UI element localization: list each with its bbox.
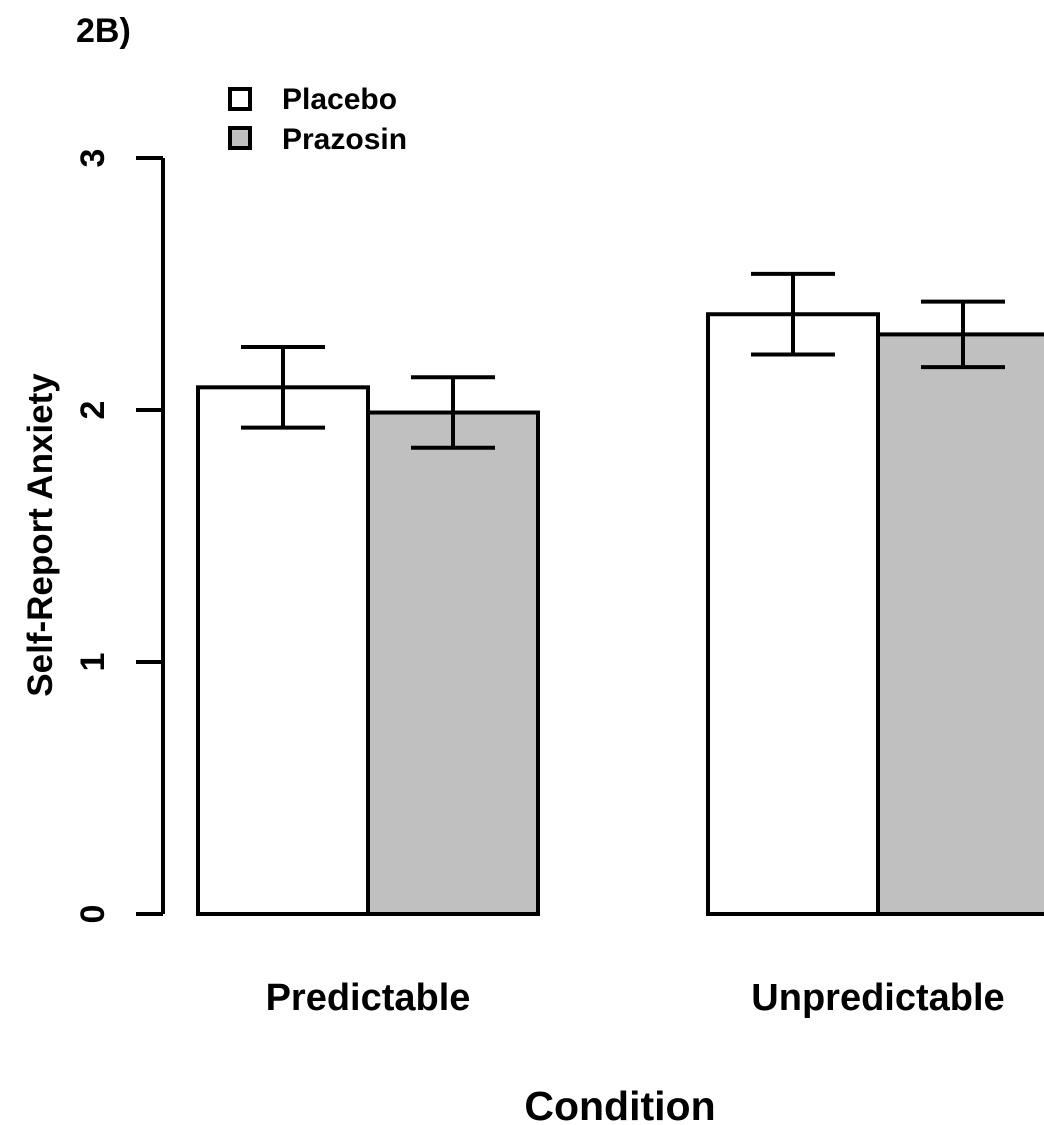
error-bar-placebo-predictable (241, 345, 325, 430)
bar-placebo-predictable (196, 385, 370, 916)
y-tick-label: 1 (74, 653, 112, 672)
legend-swatch-placebo (228, 87, 252, 111)
legend-label-prazosin: Prazosin (282, 123, 407, 156)
panel-label: 2B) (76, 12, 131, 50)
y-tick-label: 3 (74, 149, 112, 168)
y-tick-label: 2 (74, 401, 112, 420)
legend-label-placebo: Placebo (282, 83, 397, 116)
legend: Placebo Prazosin (228, 83, 407, 156)
category-labels: Predictable Unpredictable (266, 977, 1005, 1019)
legend-swatch-prazosin (228, 126, 252, 150)
error-bar-placebo-unpredictable (751, 271, 835, 357)
x-axis-title: Condition (524, 1083, 715, 1125)
bar-placebo-unpredictable (706, 312, 880, 916)
error-bar-prazosin-unpredictable (921, 299, 1005, 370)
error-bar-prazosin-predictable (411, 375, 495, 450)
category-label-unpredictable: Unpredictable (751, 977, 1004, 1019)
bars (196, 312, 1044, 916)
category-label-predictable: Predictable (266, 977, 471, 1019)
bar-prazosin-predictable (366, 410, 540, 916)
y-axis-title: Self-Report Anxiety (21, 373, 60, 697)
y-tick-label: 0 (74, 905, 112, 924)
bar-prazosin-unpredictable (876, 332, 1044, 916)
y-axis: 0 1 2 3 (74, 149, 165, 924)
error-bars (241, 271, 1005, 450)
